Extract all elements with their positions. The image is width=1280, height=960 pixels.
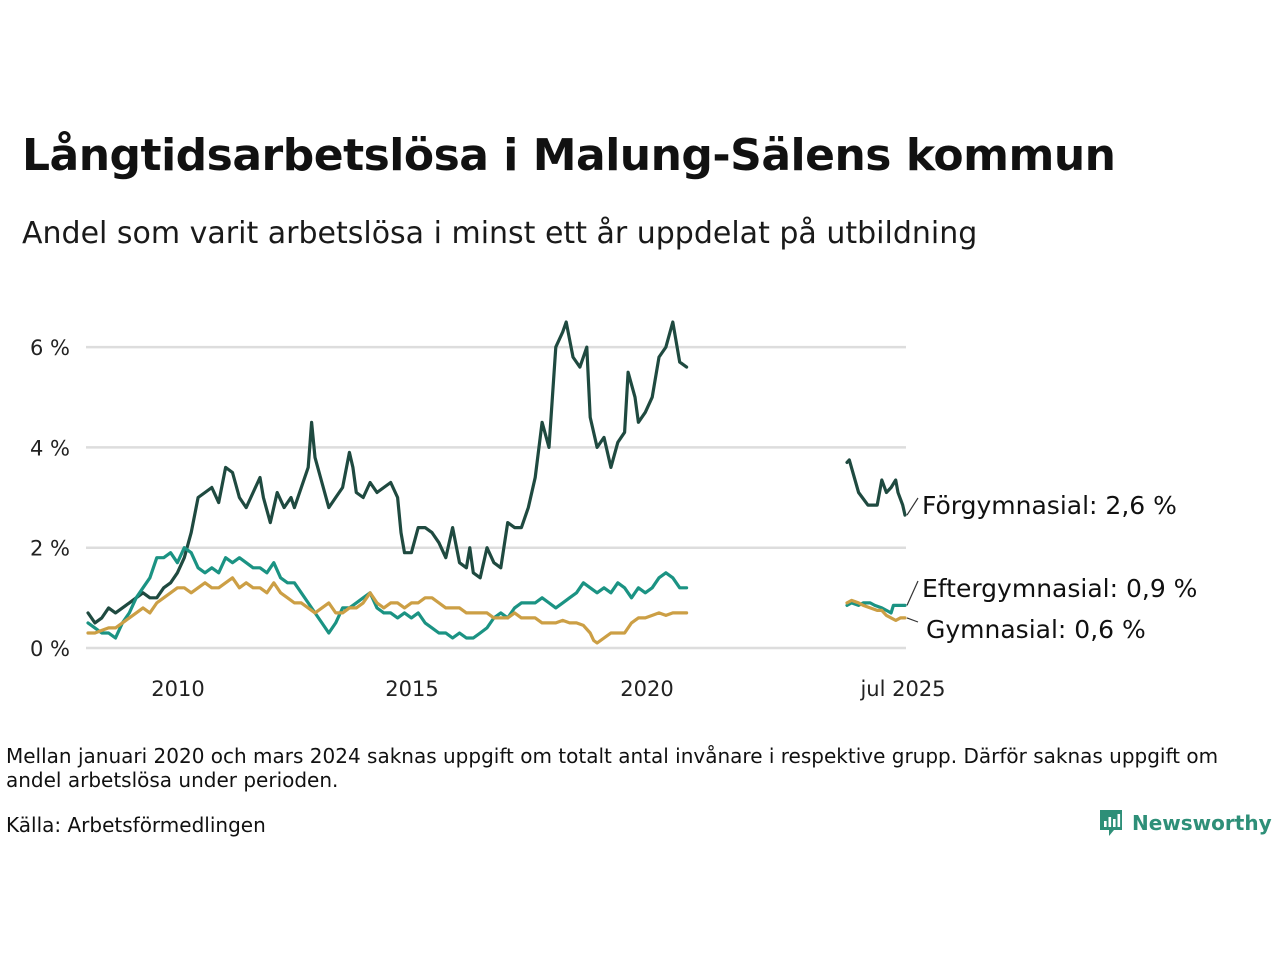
y-tick-label: 6 % (30, 336, 70, 360)
y-axis-tick-labels: 0 % 2 % 4 % 6 % (30, 336, 70, 661)
series-end-label: Eftergymnasial: 0,9 % (922, 574, 1197, 603)
source-credit: Källa: Arbetsförmedlingen (6, 813, 266, 837)
series-line-gymnasial-segment-1 (845, 598, 907, 623)
leader-line (906, 497, 919, 516)
series-line-förgymnasial-segment-0 (86, 320, 689, 625)
x-axis-tick-labels: 2010 2015 2020 jul 2025 (151, 677, 945, 701)
x-tick-label: jul 2025 (859, 677, 945, 701)
series-lines (86, 320, 907, 645)
series-line-gymnasial-segment-0 (86, 576, 689, 645)
y-tick-label: 4 % (30, 436, 70, 460)
x-tick-label: 2015 (385, 677, 438, 701)
leader-line (906, 617, 919, 623)
newsworthy-logo-icon (1100, 810, 1122, 836)
series-end-labels: Förgymnasial: 2,6 % Eftergymnasial: 0,9 %… (906, 491, 1197, 644)
newsworthy-logo-text: Newsworthy (1132, 811, 1272, 835)
x-tick-label: 2010 (151, 677, 204, 701)
series-end-label: Förgymnasial: 2,6 % (922, 491, 1177, 520)
gridlines (86, 345, 906, 650)
line-chart: 0 % 2 % 4 % 6 % 2010 2015 2020 jul 2025 Förgym… (30, 320, 1197, 701)
footnote: Mellan januari 2020 och mars 2024 saknas… (6, 744, 1219, 792)
leader-line (906, 580, 919, 606)
y-tick-label: 2 % (30, 537, 70, 561)
chart-title: Långtidsarbetslösa i Malung-Sälens kommu… (22, 130, 1116, 181)
series-line-förgymnasial-segment-1 (845, 458, 907, 517)
x-tick-label: 2020 (620, 677, 673, 701)
chart-subtitle: Andel som varit arbetslösa i minst ett å… (22, 216, 978, 251)
series-end-label: Gymnasial: 0,6 % (926, 615, 1146, 644)
series-line-eftergymnasial-segment-0 (86, 546, 689, 640)
y-tick-label: 0 % (30, 637, 70, 661)
newsworthy-logo[interactable]: Newsworthy (1098, 808, 1272, 838)
series-line-eftergymnasial-segment-1 (845, 601, 907, 615)
